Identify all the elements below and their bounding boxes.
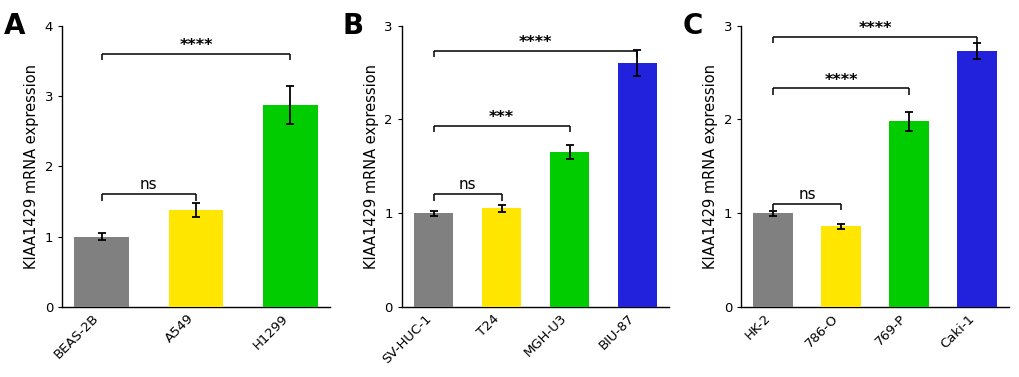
Bar xyxy=(74,237,129,307)
Text: ns: ns xyxy=(459,177,476,192)
Text: ****: **** xyxy=(519,35,551,50)
Text: ***: *** xyxy=(488,110,514,125)
Text: ns: ns xyxy=(798,187,815,202)
Bar xyxy=(168,210,223,307)
Bar xyxy=(549,152,589,307)
Text: ****: **** xyxy=(823,73,857,87)
Text: ****: **** xyxy=(179,38,213,53)
Bar xyxy=(753,213,792,307)
Text: B: B xyxy=(342,12,364,40)
Bar xyxy=(820,226,860,307)
Bar xyxy=(263,105,317,307)
Bar xyxy=(957,51,996,307)
Text: C: C xyxy=(682,12,702,40)
Text: A: A xyxy=(3,12,24,40)
Bar xyxy=(414,213,452,307)
Y-axis label: KIAA1429 mRNA expression: KIAA1429 mRNA expression xyxy=(702,64,717,269)
Y-axis label: KIAA1429 mRNA expression: KIAA1429 mRNA expression xyxy=(364,64,378,269)
Text: ****: **** xyxy=(858,21,891,36)
Bar xyxy=(889,121,928,307)
Bar xyxy=(481,208,521,307)
Bar xyxy=(618,63,656,307)
Text: ns: ns xyxy=(140,177,158,192)
Y-axis label: KIAA1429 mRNA expression: KIAA1429 mRNA expression xyxy=(24,64,39,269)
